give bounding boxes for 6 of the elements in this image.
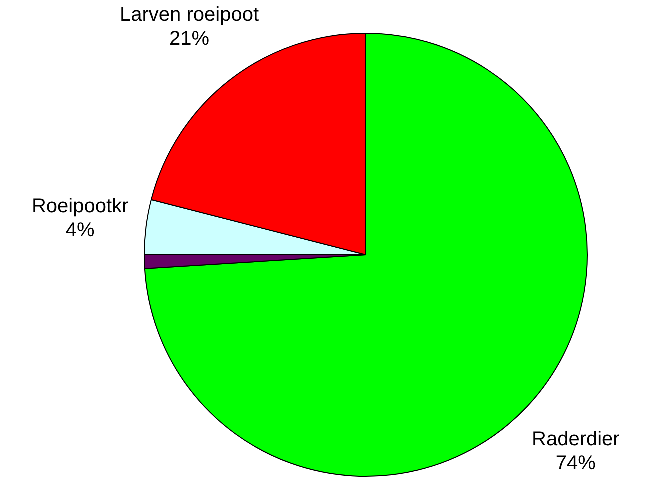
data-label: 74% xyxy=(556,452,596,475)
data-label: 4% xyxy=(66,219,95,242)
slice-label: Raderdier xyxy=(532,428,620,451)
slice-label: Larven roeipoot xyxy=(120,4,260,26)
slice-label: Roeipootkr xyxy=(32,195,130,218)
data-label: 21% xyxy=(170,28,210,50)
